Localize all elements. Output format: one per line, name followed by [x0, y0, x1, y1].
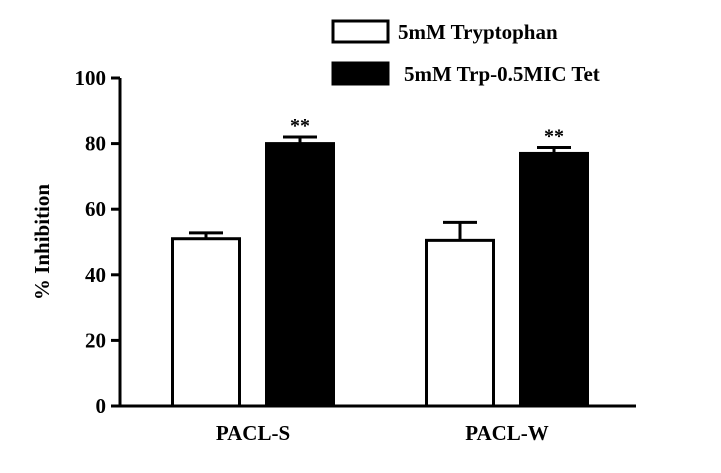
bar-tryptophan-pacl-w: [425, 238, 495, 408]
x-category-label: PACL-W: [465, 421, 549, 445]
y-tick-label: 0: [96, 394, 107, 418]
significance-label: **: [544, 126, 564, 148]
y-tick-label: 60: [85, 197, 106, 221]
significance-labels: ** **: [290, 115, 564, 147]
bar-trp-tet-pacl-s: [265, 142, 335, 408]
y-axis-label: % Inhibition: [30, 184, 54, 300]
y-tick-label: 40: [85, 263, 106, 287]
legend-swatch: [331, 19, 390, 44]
error-bars: [189, 135, 571, 241]
x-category-label: PACL-S: [216, 421, 290, 445]
bar-trp-tet-pacl-w: [519, 151, 589, 408]
y-tick-label: 80: [85, 132, 106, 156]
legend-label: 5mM Tryptophan: [398, 20, 558, 44]
legend-swatch: [331, 61, 390, 86]
y-ticks: 0 20 40 60 80 100: [75, 66, 120, 418]
legend: 5mM Tryptophan 5mM Trp-0.5MIC Tet: [331, 19, 600, 86]
y-tick-label: 20: [85, 328, 106, 352]
bars: [171, 142, 589, 408]
significance-label: **: [290, 115, 310, 137]
category-labels: PACL-S PACL-W: [216, 421, 549, 445]
y-tick-label: 100: [75, 66, 107, 90]
legend-label: 5mM Trp-0.5MIC Tet: [404, 62, 600, 86]
bar-tryptophan-pacl-s: [171, 237, 241, 408]
